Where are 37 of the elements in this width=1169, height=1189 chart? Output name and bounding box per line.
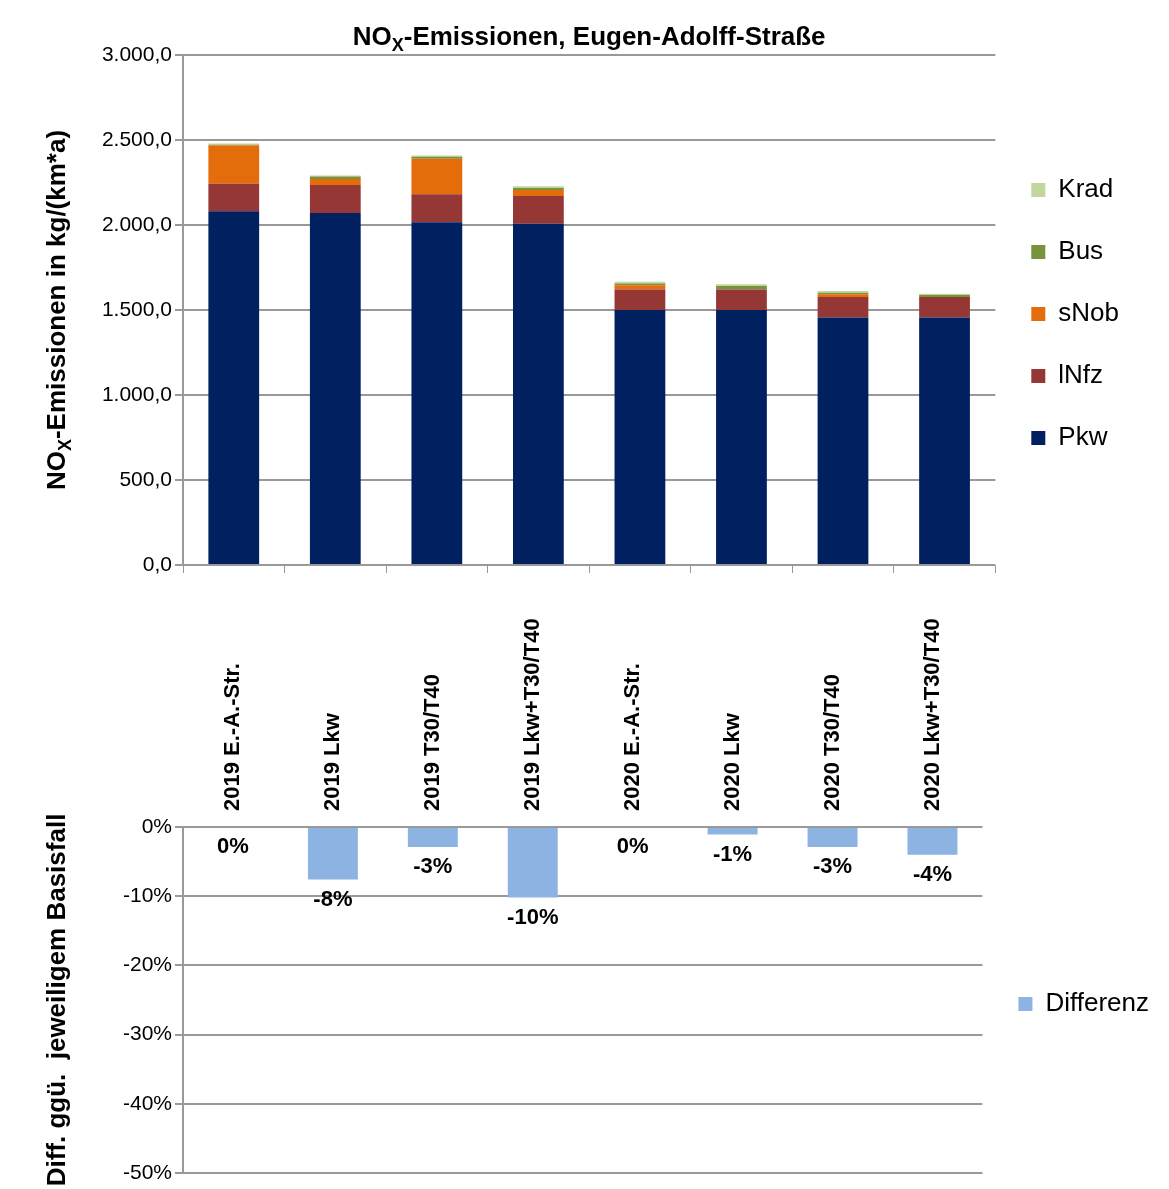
data-label: -8% bbox=[313, 885, 353, 911]
x-tick-label: 2019 E.-A.-Str. bbox=[219, 663, 245, 811]
data-label: -3% bbox=[413, 853, 453, 879]
legend-label: Differenz bbox=[1045, 987, 1150, 1018]
x-tick-label: 2020 E.-A.-Str. bbox=[618, 663, 644, 811]
y-tick-label: -30% bbox=[122, 1021, 172, 1045]
y-tick-label: 1.500,0 bbox=[101, 296, 172, 320]
y-tick-label: 3.000,0 bbox=[101, 41, 172, 65]
legend-label: Krad bbox=[1058, 173, 1114, 204]
data-label: -10% bbox=[507, 903, 559, 929]
legend-label: lNfz bbox=[1058, 359, 1104, 390]
y-tick-label: -40% bbox=[122, 1090, 172, 1114]
y-tick-label: 2.500,0 bbox=[101, 126, 172, 150]
y-tick-label: -20% bbox=[122, 952, 172, 976]
y-axis-title: Diff. ggü. jeweiligem Basisfall bbox=[41, 813, 72, 1187]
x-tick-label: 2019 Lkw bbox=[318, 712, 344, 811]
x-tick-label: 2019 T30/T40 bbox=[418, 674, 444, 811]
data-label: 0% bbox=[616, 833, 649, 859]
data-label: -1% bbox=[713, 840, 753, 866]
legend-label: sNob bbox=[1058, 297, 1120, 328]
x-tick-label: 2020 Lkw+T30/T40 bbox=[918, 618, 944, 811]
y-tick-label: 0,0 bbox=[142, 551, 172, 575]
y-tick-label: -50% bbox=[122, 1159, 172, 1183]
y-axis-title: NOX-Emissionen in kg/(km*a) bbox=[41, 129, 75, 491]
y-tick-label: 500,0 bbox=[119, 466, 172, 490]
y-tick-label: -10% bbox=[122, 883, 172, 906]
y-tick-label: 2.000,0 bbox=[101, 211, 172, 235]
data-label: -3% bbox=[812, 853, 853, 879]
data-label: 0% bbox=[217, 833, 249, 859]
x-tick-label: 2019 Lkw+T30/T40 bbox=[518, 618, 544, 811]
legend-label: Bus bbox=[1058, 235, 1104, 266]
x-tick-label: 2020 Lkw bbox=[718, 712, 744, 811]
y-tick-label: 0% bbox=[141, 813, 172, 837]
y-tick-label: 1.000,0 bbox=[101, 381, 172, 405]
x-tick-label: 2020 T30/T40 bbox=[818, 674, 844, 811]
legend-label: Pkw bbox=[1058, 421, 1108, 452]
data-label: -4% bbox=[912, 860, 953, 886]
